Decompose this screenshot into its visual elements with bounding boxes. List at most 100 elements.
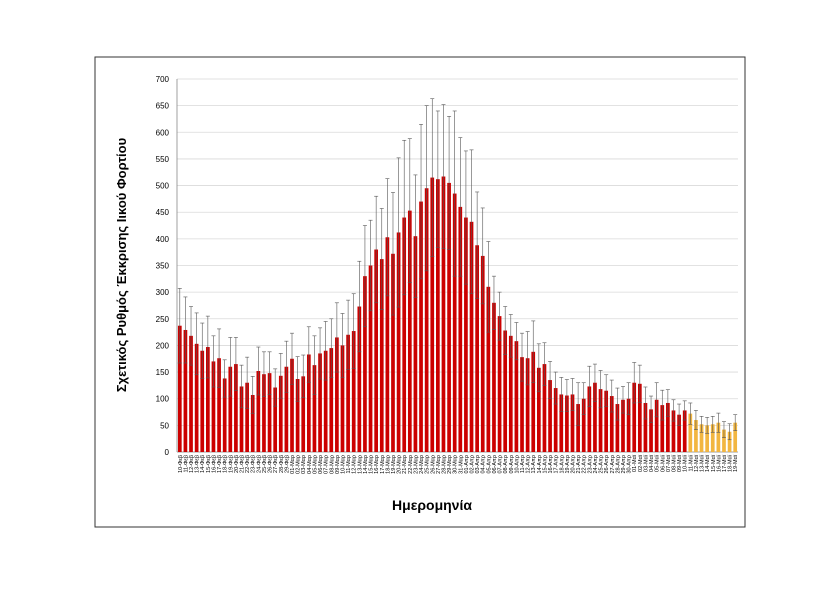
bar xyxy=(374,249,379,452)
y-tick-label: 550 xyxy=(156,155,170,164)
y-tick-label: 200 xyxy=(156,341,170,350)
x-tick-label: 26-Μαρ xyxy=(430,455,436,474)
x-tick-label: 20-Μαρ xyxy=(397,455,403,474)
x-tick-label: 13-Μαϊ xyxy=(700,454,706,472)
y-tick-label: 250 xyxy=(156,315,170,324)
bar xyxy=(284,366,289,452)
x-tick-label: 28-Μαρ xyxy=(441,455,447,474)
x-tick-label: 17-Μαϊ xyxy=(722,454,728,472)
bar xyxy=(391,253,395,452)
bar xyxy=(705,425,709,452)
bar xyxy=(430,177,435,453)
bar xyxy=(514,341,519,452)
bar xyxy=(222,378,227,452)
bar xyxy=(581,398,586,452)
x-tick-label: 17-Απρ xyxy=(554,455,560,474)
x-tick-label: 16-Φεβ xyxy=(211,455,217,473)
x-tick-label: 23-Απρ xyxy=(587,455,593,474)
x-tick-label: 24-Απρ xyxy=(593,455,599,474)
bar xyxy=(671,410,676,452)
bar xyxy=(682,410,687,452)
bar xyxy=(716,422,721,452)
y-tick-label: 600 xyxy=(156,128,170,137)
x-tick-label: 21-Μαρ xyxy=(402,455,408,474)
x-tick-label: 25-Απρ xyxy=(599,455,605,474)
x-tick-label: 16-Μαρ xyxy=(374,455,380,474)
bar xyxy=(312,365,317,452)
x-tick-label: 15-Μαρ xyxy=(369,455,375,474)
x-tick-label: 22-Απρ xyxy=(582,455,588,474)
x-tick-label: 21-Απρ xyxy=(576,455,582,474)
x-tick-label: 19-Απρ xyxy=(565,455,571,474)
y-tick-label: 300 xyxy=(156,288,170,297)
x-tick-label: 13-Απρ xyxy=(531,455,537,474)
bar xyxy=(660,405,665,452)
bar xyxy=(677,414,681,452)
bar xyxy=(351,331,356,452)
x-tick-label: 28-Απρ xyxy=(615,455,621,474)
x-tick-label: 12-Απρ xyxy=(526,455,532,474)
bar xyxy=(565,395,569,452)
bar xyxy=(615,404,620,452)
x-axis-title: Ημερομηνία xyxy=(392,497,472,513)
x-tick-label: 05-Απρ xyxy=(486,455,492,474)
bar xyxy=(183,329,188,452)
x-tick-label: 14-Μαϊ xyxy=(705,454,711,472)
bar xyxy=(548,380,552,452)
bar xyxy=(621,399,625,452)
x-tick-label: 11-Φεβ xyxy=(183,455,189,473)
bar xyxy=(239,386,244,452)
x-tick-label: 24-Φεβ xyxy=(256,455,262,473)
x-tick-label: 27-Απρ xyxy=(610,455,616,474)
bar xyxy=(267,373,272,452)
x-tick-label: 04-Απρ xyxy=(481,455,487,474)
x-tick-label: 16-Μαϊ xyxy=(716,454,722,472)
x-tick-label: 03-Μαϊ xyxy=(643,454,649,472)
bar xyxy=(649,409,653,452)
bar xyxy=(486,286,491,452)
bar xyxy=(290,358,294,452)
x-tick-label: 11-Απρ xyxy=(520,455,526,473)
chart-frame xyxy=(94,56,746,528)
bar xyxy=(643,402,648,452)
x-tick-label: 06-Μαϊ xyxy=(660,454,666,472)
x-tick-label: 15-Μαϊ xyxy=(711,454,717,472)
bar xyxy=(340,345,345,452)
bar xyxy=(570,394,575,452)
x-tick-label: 19-Μαϊ xyxy=(733,454,739,472)
x-tick-label: 30-Μαρ xyxy=(453,455,459,474)
bar xyxy=(508,335,513,452)
x-tick-label: 02-Μαϊ xyxy=(638,454,644,472)
x-tick-label: 04-Μαρ xyxy=(307,455,313,474)
bar xyxy=(234,364,238,452)
x-tick-label: 20-Απρ xyxy=(571,455,577,474)
x-tick-label: 17-Μαρ xyxy=(380,455,386,474)
y-tick-label: 650 xyxy=(156,102,170,111)
bar xyxy=(295,378,300,452)
bar xyxy=(385,237,390,452)
x-tick-label: 26-Απρ xyxy=(604,455,610,474)
x-tick-label: 13-Φεβ xyxy=(195,455,201,473)
x-tick-label: 19-Μαρ xyxy=(391,455,397,474)
bar xyxy=(177,325,182,452)
y-tick-label: 500 xyxy=(156,182,170,191)
x-tick-label: 06-Μαρ xyxy=(318,455,324,474)
x-tick-label: 30-Απρ xyxy=(627,455,633,474)
x-tick-label: 22-Φεβ xyxy=(245,455,251,473)
x-tick-label: 23-Μαρ xyxy=(413,455,419,474)
y-tick-label: 50 xyxy=(160,421,169,430)
bar xyxy=(604,390,609,452)
x-tick-label: 03-Μαρ xyxy=(301,455,307,474)
bar xyxy=(256,371,261,452)
bar xyxy=(576,404,580,452)
bar xyxy=(710,424,715,452)
x-tick-label: 26-Φεβ xyxy=(268,455,274,473)
bar xyxy=(436,179,440,453)
bar xyxy=(559,394,564,452)
bar xyxy=(245,382,249,452)
bar xyxy=(531,351,536,452)
x-tick-label: 29-Μαρ xyxy=(447,455,453,474)
x-tick-label: 02-Μαρ xyxy=(296,455,302,474)
x-tick-label: 18-Μαϊ xyxy=(728,454,734,472)
bar xyxy=(278,375,283,452)
